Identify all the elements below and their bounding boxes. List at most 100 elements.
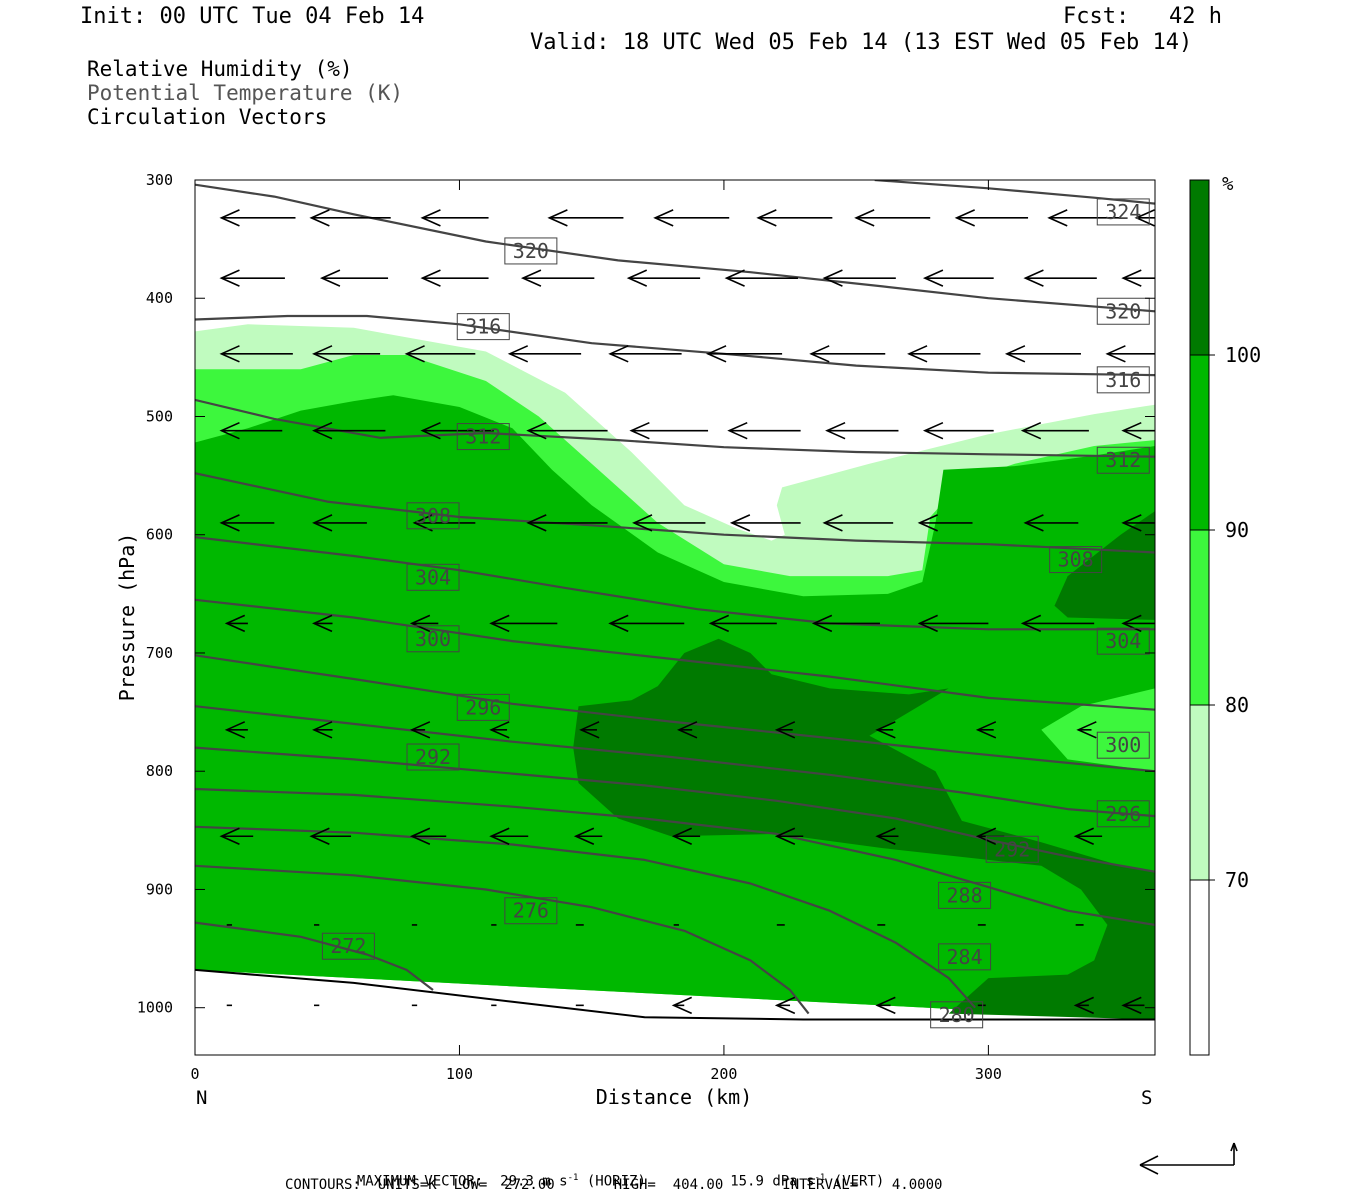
contour-label-box [456, 423, 510, 451]
vector-head [629, 421, 650, 440]
contour-label-box [321, 932, 375, 960]
circulation-vector [409, 614, 439, 633]
rh-region-100 [1054, 511, 1155, 620]
circulation-vector [219, 269, 285, 287]
circulation-vector [774, 996, 796, 1015]
colorbar: 70 80 90 100 [1189, 179, 1261, 1056]
theta-contour-312 [195, 398, 1155, 458]
vector-head [774, 996, 796, 1015]
theta-contour-304 [195, 536, 1155, 631]
circulation-vector [629, 421, 709, 440]
circulation-vector [975, 721, 997, 739]
init-time: Init: 00 UTC Tue 04 Feb 14 [80, 4, 425, 29]
circulation-vector [671, 996, 693, 1015]
vector-head [671, 996, 693, 1015]
contour-label-box [1096, 627, 1150, 655]
vector-head [507, 345, 529, 363]
circulation-vectors [219, 209, 1155, 1015]
circulation-vector [404, 345, 476, 363]
contour-label-324: 324 [1096, 198, 1150, 226]
vector-head [312, 514, 333, 532]
circulation-vector [1004, 345, 1081, 363]
vector-head [1004, 345, 1026, 363]
y-tick-label: 600 [146, 526, 173, 544]
contour-label-text: 304 [415, 565, 451, 589]
reference-vector-icon [1139, 1142, 1238, 1175]
vector-head [1121, 269, 1142, 287]
vector-head [224, 614, 246, 633]
theta-contour-320 [195, 183, 1155, 313]
circulation-vector [1020, 421, 1089, 440]
vector-head [706, 345, 727, 363]
contour-label-text: 308 [1058, 548, 1094, 572]
ground-surface [195, 968, 1155, 1055]
vector-head [219, 269, 240, 287]
vector-head [219, 827, 240, 845]
circulation-vector [708, 614, 777, 633]
vector-head [420, 269, 441, 287]
rh-fills [195, 324, 1155, 1020]
theta-contour-292 [195, 705, 1155, 818]
vector-head [756, 209, 777, 227]
vector-head [409, 614, 431, 633]
circulation-vector [219, 421, 283, 440]
vector-head [653, 209, 674, 227]
contour-label-292: 292 [406, 743, 460, 771]
circulation-vector [1023, 514, 1079, 532]
colorbar-level-label: 80 [1225, 693, 1249, 717]
circulation-vector [507, 345, 582, 363]
y-tick-label: 900 [146, 880, 173, 898]
vector-head [526, 514, 547, 532]
vector-head [1020, 614, 1042, 633]
y-tick-label: 1000 [137, 999, 173, 1017]
circulation-vector [608, 614, 685, 633]
circulation-vector [224, 614, 248, 633]
contour-label-text: 276 [513, 899, 549, 923]
vector-head [420, 421, 441, 440]
contour-label-text: 296 [1105, 802, 1141, 826]
contour-label-text: 324 [1105, 200, 1141, 224]
circulation-vector [526, 421, 608, 440]
circulation-vector [573, 827, 603, 845]
contour-label-300: 300 [1096, 731, 1150, 759]
contour-label-text: 292 [415, 745, 451, 769]
vector-head [822, 269, 843, 287]
rh-region-100 [573, 638, 1155, 1020]
vector-head [774, 721, 796, 739]
circulation-vector [608, 345, 682, 363]
vector-head [312, 614, 333, 633]
theta-contour-308 [195, 472, 1155, 554]
contour-label-box [1049, 546, 1103, 574]
vector-head [520, 269, 542, 287]
contour-label-box [985, 835, 1039, 863]
colorbar-segment [1190, 355, 1209, 530]
max-vector-line: MAXIMUM VECTOR: 29.3 m s-1 (HORIZ) 15.9 … [340, 1157, 884, 1190]
legend-theta: Potential Temperature (K) [87, 81, 404, 105]
theta-contour-272 [195, 921, 434, 991]
circulation-vector [907, 345, 981, 363]
theta-contour-324 [874, 180, 1155, 205]
contour-label-312: 312 [456, 423, 510, 451]
contour-label-284: 284 [938, 943, 992, 971]
vector-head [312, 721, 333, 739]
vector-head [671, 827, 693, 845]
vector-head [875, 996, 896, 1015]
vector-head [811, 614, 833, 633]
circulation-vector [489, 827, 529, 845]
vector-head [1023, 514, 1044, 532]
contour-label-text: 320 [513, 239, 549, 263]
contour-label-box [938, 881, 992, 909]
circulation-vector [409, 827, 447, 845]
circulation-vector [875, 827, 899, 845]
circulation-vector [706, 345, 783, 363]
vert-unit: (VERT) [833, 1173, 885, 1190]
vector-head [1020, 421, 1042, 440]
vector-head [1073, 996, 1094, 1015]
y-axis-ticks: 300 400 500 600 700 800 900 1000 [137, 171, 1155, 1017]
vector-head [526, 421, 547, 440]
contour-label-304: 304 [406, 563, 460, 591]
vector-head [729, 514, 751, 532]
vector-head [907, 345, 928, 363]
vector-head [1073, 827, 1094, 845]
